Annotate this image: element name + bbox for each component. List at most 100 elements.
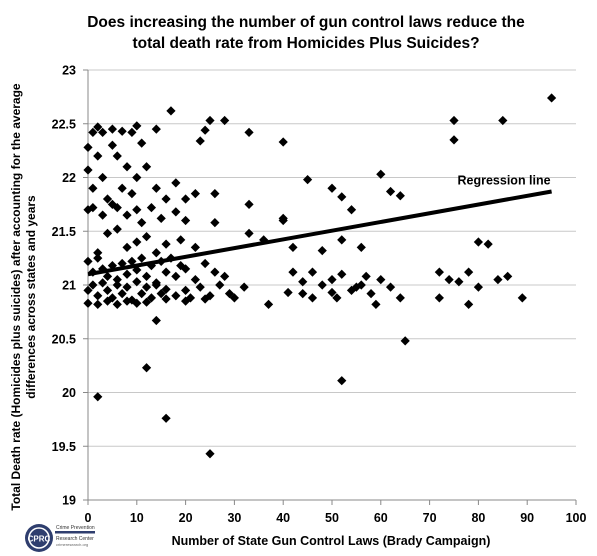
data-point	[303, 175, 313, 185]
data-point	[93, 151, 103, 161]
data-point	[117, 183, 127, 193]
data-point	[112, 299, 122, 309]
regression: Regression line	[87, 173, 552, 277]
x-tick-label: 0	[85, 511, 92, 525]
data-point	[288, 267, 298, 277]
data-point	[122, 296, 132, 306]
regression-line-label: Regression line	[458, 173, 551, 187]
axes	[87, 70, 577, 505]
data-point	[93, 253, 103, 263]
data-point	[337, 192, 347, 202]
data-point	[137, 289, 147, 299]
data-point	[112, 203, 122, 213]
data-point	[483, 239, 493, 249]
data-point	[141, 232, 152, 242]
data-point	[141, 363, 152, 373]
data-point	[137, 253, 147, 263]
data-point	[298, 277, 308, 287]
data-point	[102, 228, 113, 238]
data-point	[351, 282, 361, 292]
data-point	[376, 275, 386, 285]
y-tick-label: 20.5	[52, 332, 76, 346]
data-point	[332, 293, 342, 303]
data-point	[161, 284, 171, 294]
data-point	[200, 294, 210, 304]
data-point	[244, 228, 254, 238]
data-point	[93, 122, 103, 132]
data-point	[400, 336, 410, 346]
data-point	[127, 127, 137, 137]
data-point	[127, 256, 137, 266]
svg-text:CPRC: CPRC	[28, 535, 51, 544]
data-point	[449, 135, 459, 145]
data-point	[132, 237, 142, 247]
data-point	[88, 183, 98, 193]
data-point	[161, 267, 171, 277]
svg-text:Research Center: Research Center	[56, 536, 94, 542]
data-point	[229, 293, 239, 303]
chart-title-line1: Does increasing the number of gun contro…	[87, 14, 525, 31]
y-axis-label: Total Death rate (Homicides plus suicide…	[9, 83, 38, 511]
data-point	[93, 299, 103, 309]
data-point	[98, 172, 108, 183]
data-point	[141, 162, 152, 172]
data-point	[361, 271, 371, 281]
data-point	[210, 189, 220, 199]
data-point	[132, 277, 142, 287]
data-point	[195, 136, 205, 146]
data-point	[107, 261, 117, 271]
data-point	[220, 271, 230, 281]
data-point	[146, 261, 157, 271]
y-tick-label: 22	[62, 171, 76, 185]
data-point	[327, 183, 337, 193]
x-tick-label: 100	[566, 511, 587, 525]
data-point	[112, 151, 122, 161]
data-point	[278, 137, 288, 147]
data-point	[190, 275, 200, 285]
data-point	[117, 289, 127, 299]
svg-text:crimeresearch.org: crimeresearch.org	[56, 542, 88, 547]
data-point	[493, 275, 503, 285]
data-point	[327, 287, 337, 298]
x-tick-label: 80	[471, 511, 485, 525]
data-point	[166, 106, 176, 116]
y-tick-label: 23	[62, 64, 76, 78]
data-point	[112, 280, 122, 290]
data-point	[83, 165, 93, 175]
data-point	[317, 280, 327, 290]
x-tick-labels: 0 10 20 30 40 50 60 70 80 90 100	[85, 511, 587, 525]
x-tick-label: 60	[374, 511, 388, 525]
data-point	[205, 449, 215, 459]
data-point	[93, 248, 103, 258]
data-point	[132, 172, 142, 183]
regression-line	[87, 189, 552, 277]
data-point	[181, 285, 191, 295]
data-point	[156, 213, 166, 223]
data-point	[244, 127, 254, 137]
data-point	[98, 210, 108, 220]
data-point	[356, 242, 366, 252]
data-point	[161, 239, 171, 249]
data-point	[464, 267, 474, 277]
data-point	[473, 282, 483, 292]
data-point	[288, 242, 298, 252]
data-point	[181, 264, 191, 274]
data-point	[371, 299, 381, 309]
data-point	[220, 115, 230, 126]
data-point	[112, 224, 122, 234]
data-point	[137, 138, 147, 148]
data-point	[151, 124, 161, 134]
y-axis-label-line1: Total Death rate (Homicides plus suicide…	[9, 83, 23, 511]
data-point	[151, 183, 161, 193]
x-tick-label: 30	[227, 511, 241, 525]
data-point	[385, 282, 396, 292]
data-point	[278, 215, 288, 226]
data-point	[141, 271, 152, 281]
y-axis-label-line2: differences across states and years	[24, 195, 38, 399]
data-point	[395, 191, 405, 201]
data-point	[176, 261, 186, 271]
x-tick-label: 90	[520, 511, 534, 525]
data-point	[132, 121, 142, 131]
data-points	[83, 93, 557, 459]
